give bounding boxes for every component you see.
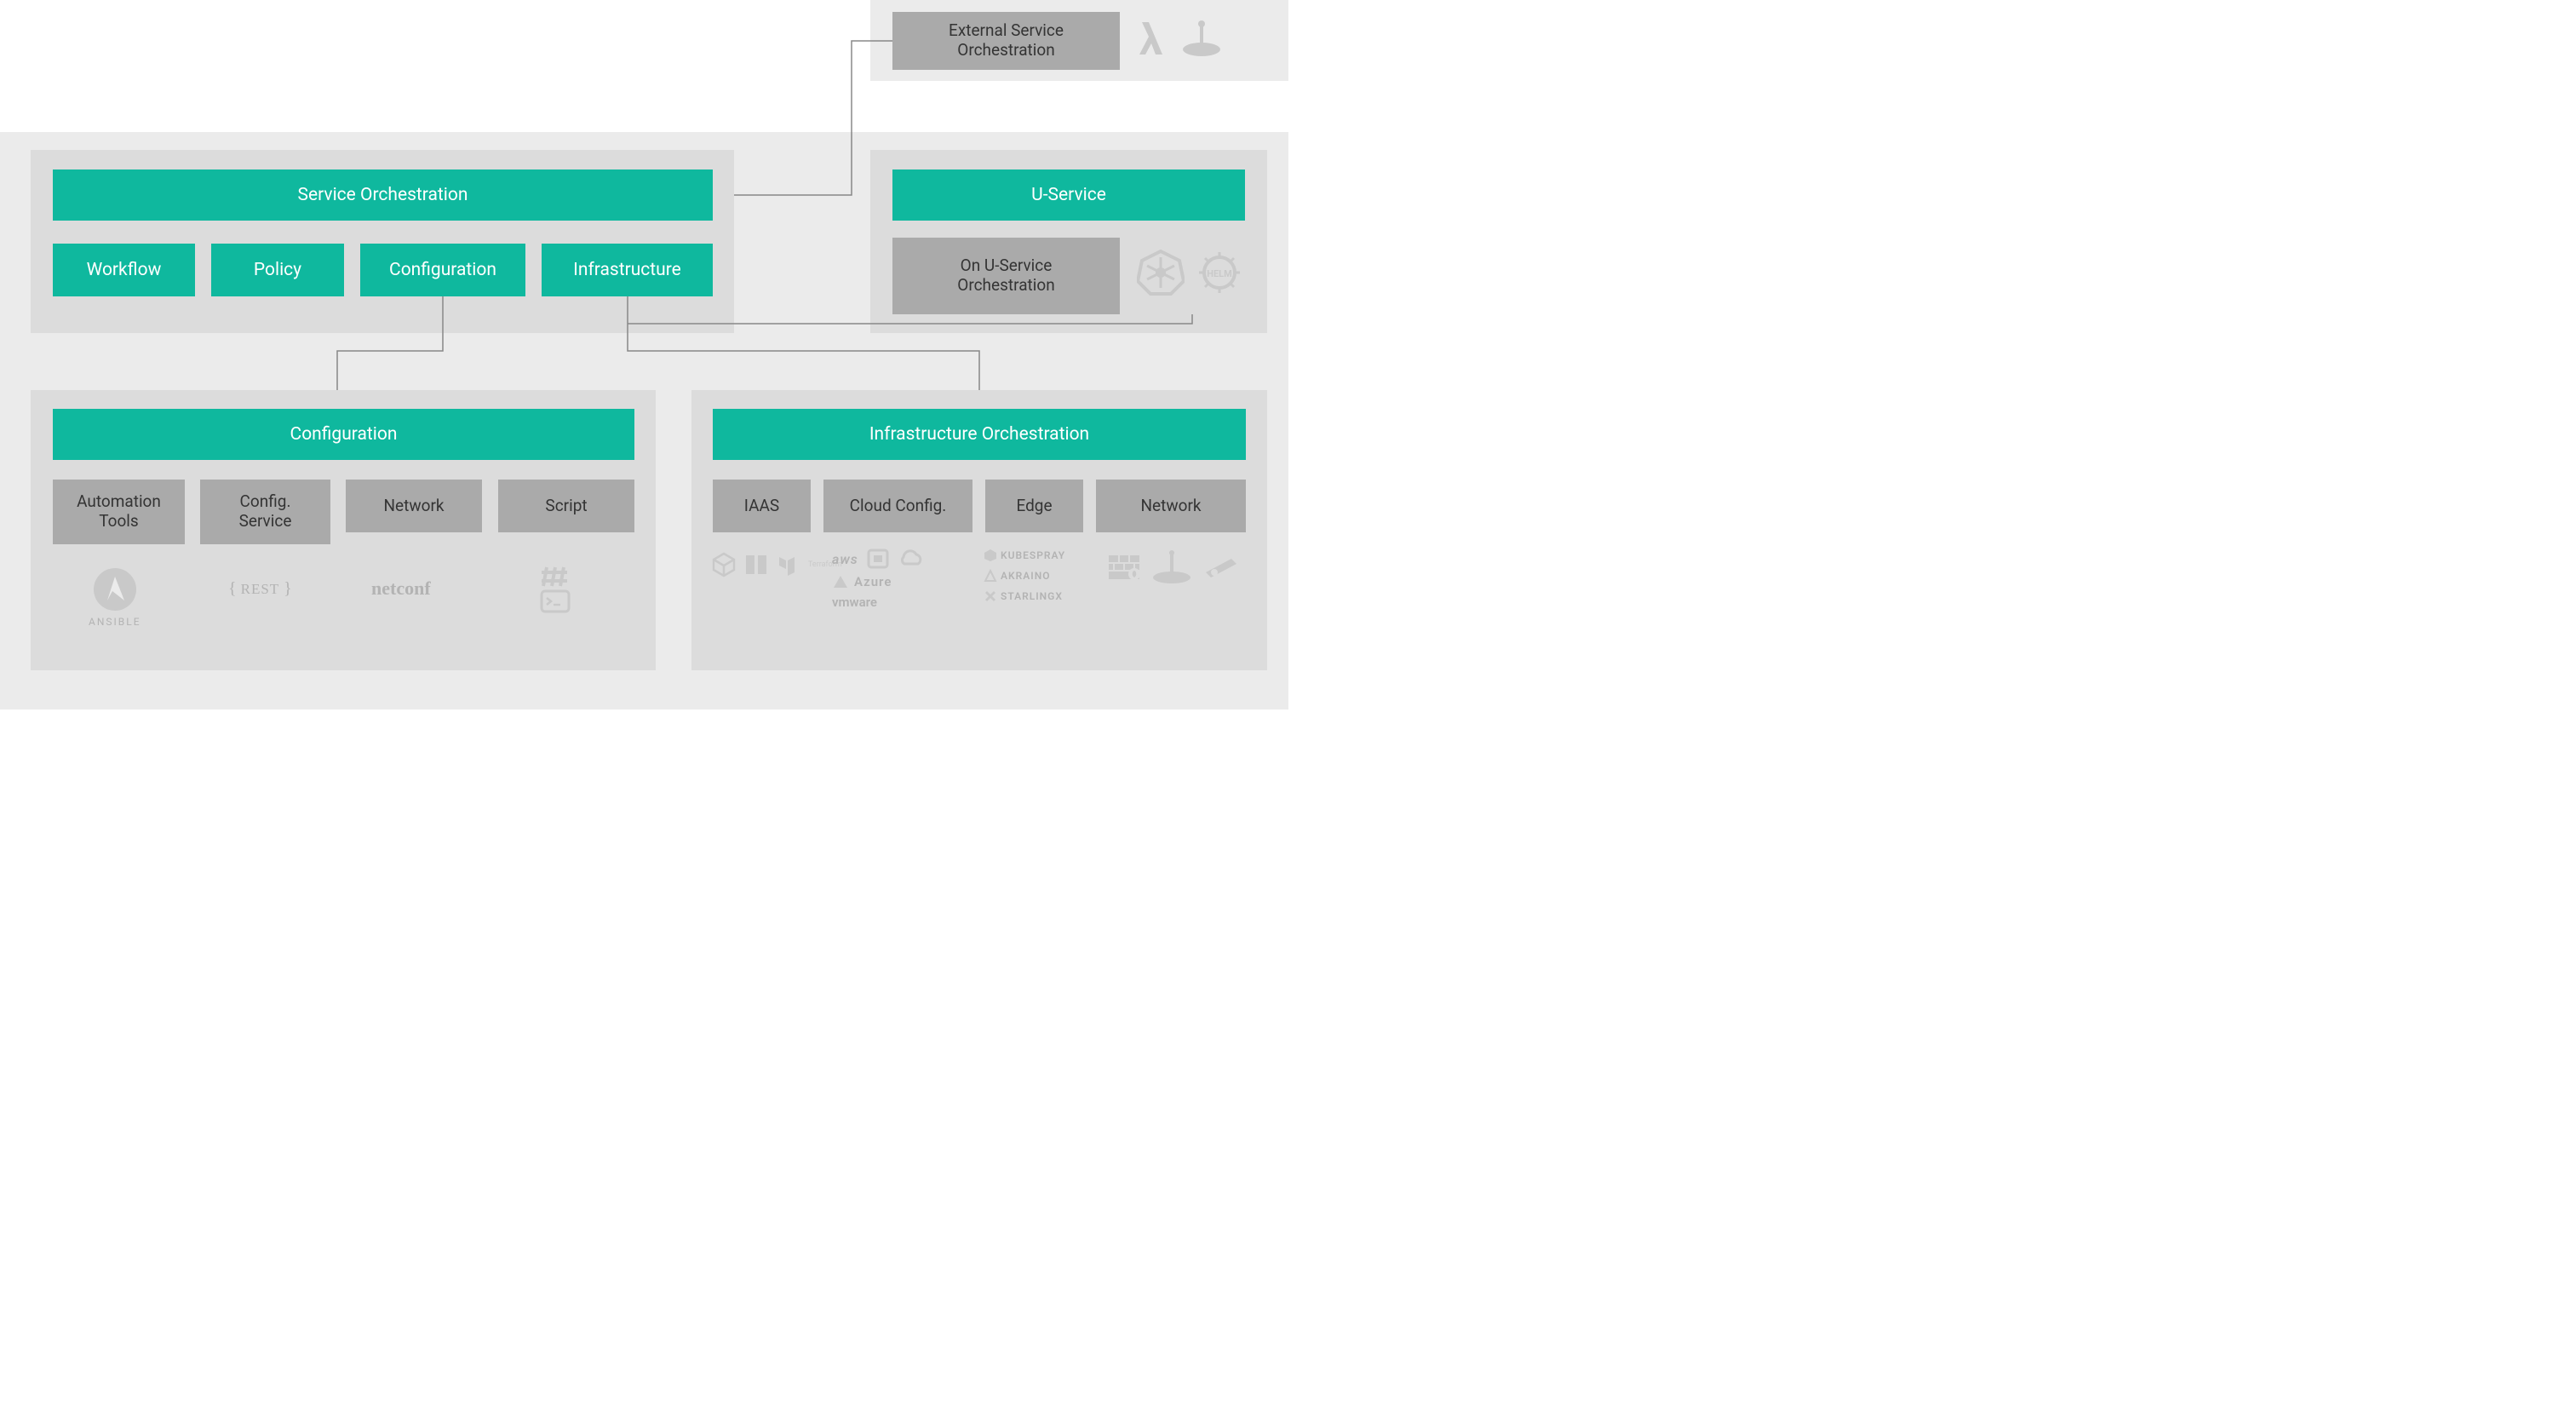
helm-icon: HELM: [1193, 249, 1246, 296]
cfg-item-script: Script: [498, 480, 634, 532]
aws-label: aws: [832, 551, 858, 567]
router-icon: [1150, 549, 1194, 586]
cloud-icons: aws Azure vmware: [832, 549, 925, 610]
ansible-icon: [92, 566, 138, 612]
azure-icon: [832, 574, 849, 589]
lambda-icon: [1137, 17, 1169, 60]
openstack-icon: [867, 549, 889, 569]
ansible-label: ANSIBLE: [89, 616, 141, 628]
edge-icons: KUBESPRAY AKRAINO STARLINGX: [984, 549, 1065, 603]
cfg-item-automation: Automation Tools: [53, 480, 185, 544]
iaas-icons: Terraform: [711, 552, 842, 577]
rest-icon-group: { REST }: [228, 579, 292, 599]
infra-item-edge: Edge: [985, 480, 1083, 532]
service-orch-header: Service Orchestration: [53, 169, 713, 221]
infra-item-cloud: Cloud Config.: [823, 480, 972, 532]
configuration-header: Configuration: [53, 409, 634, 460]
terraform-icon: [776, 552, 801, 577]
netconf-label-group: netconf: [371, 577, 431, 600]
so-item-policy: Policy: [211, 244, 344, 296]
script-icon-group: [540, 566, 571, 613]
stack-icon: [743, 552, 769, 577]
infrastructure-header: Infrastructure Orchestration: [713, 409, 1246, 460]
external-icons: [1137, 17, 1225, 60]
so-item-workflow: Workflow: [53, 244, 195, 296]
cube-icon: [711, 552, 737, 577]
akraino-label: AKRAINO: [984, 569, 1050, 583]
starlingx-label: STARLINGX: [984, 589, 1063, 603]
terminal-icon: [540, 589, 571, 613]
azure-label: Azure: [854, 574, 892, 589]
infra-item-iaas: IAAS: [713, 480, 811, 532]
cfg-item-configsvc: Config. Service: [200, 480, 330, 544]
switch-icon: [1202, 552, 1240, 583]
hash-icon: [542, 566, 571, 588]
u-service-box: On U-Service Orchestration: [892, 238, 1120, 314]
cloud-icon: [898, 549, 925, 569]
svg-text:HELM: HELM: [1207, 268, 1232, 279]
infra-item-network: Network: [1096, 480, 1246, 532]
u-service-header: U-Service: [892, 169, 1245, 221]
external-box: External Service Orchestration: [892, 12, 1120, 70]
cfg-item-network: Network: [346, 480, 482, 532]
rest-label: { REST }: [228, 579, 292, 599]
u-service-icons: HELM: [1137, 249, 1246, 296]
ansible-icon-group: ANSIBLE: [89, 566, 141, 628]
kubespray-label: KUBESPRAY: [984, 549, 1065, 562]
so-item-configuration: Configuration: [360, 244, 525, 296]
so-item-infrastructure: Infrastructure: [542, 244, 713, 296]
infra-network-icons: [1107, 549, 1243, 586]
device-icon: [1178, 17, 1225, 60]
netconf-label: netconf: [371, 577, 431, 600]
vmware-label: vmware: [832, 595, 877, 610]
firewall-icon: [1107, 552, 1141, 583]
kubernetes-icon: [1137, 249, 1185, 296]
